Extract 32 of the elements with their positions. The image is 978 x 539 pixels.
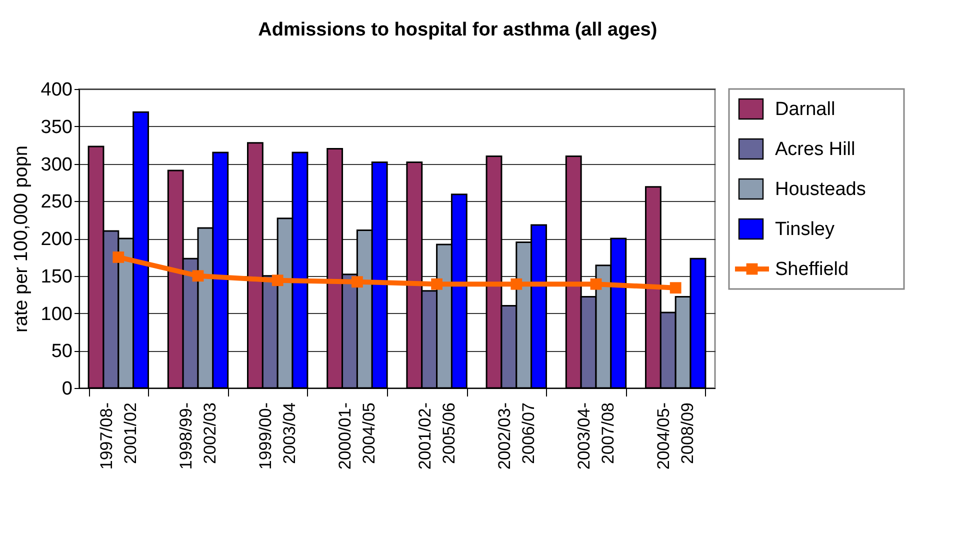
- y-tick-label: 400: [40, 80, 72, 100]
- x-tick-label: 2001/02- 2005/06: [415, 402, 458, 470]
- x-tick-label: 1997/08- 2001/02: [96, 402, 140, 470]
- y-tick-label: 100: [40, 304, 72, 325]
- legend-label: Housteads: [775, 179, 866, 200]
- y-tick-label: 300: [40, 154, 72, 176]
- point: [590, 278, 602, 290]
- x-tick-label: 1998/99- 2002/03: [176, 402, 220, 470]
- y-tick-label: 250: [40, 192, 72, 213]
- x-tick-label: 2004/05- 2008/09: [654, 402, 698, 470]
- chart-title: Admissions to hospital for asthma (all ages): [258, 19, 658, 40]
- x-tick-label: 2003/04- 2007/08: [574, 402, 618, 470]
- point: [670, 282, 682, 294]
- legend-label: Acres Hill: [775, 139, 856, 160]
- point: [192, 270, 204, 282]
- x-tick-label: 1999/00- 2003/04: [256, 402, 300, 470]
- legend-label: Sheffield: [775, 259, 849, 280]
- legend-label: Tinsley: [775, 219, 835, 240]
- x-tick-label: 2002/03- 2006/07: [494, 402, 538, 470]
- point: [352, 276, 363, 288]
- y-tick-label: 200: [40, 229, 72, 250]
- point: [272, 274, 284, 286]
- legend-label: Darnall: [775, 99, 836, 120]
- y-axis-title: rate per 100,000 popn: [10, 146, 32, 332]
- point: [431, 278, 442, 290]
- point: [510, 278, 522, 290]
- y-tick-label: 50: [51, 341, 72, 362]
- x-tick-label: 2000/01- 2004/05: [336, 402, 379, 470]
- point: [112, 251, 124, 263]
- y-tick-label: 150: [40, 266, 72, 288]
- y-tick-label: 0: [62, 378, 72, 400]
- y-tick-label: 350: [40, 116, 72, 138]
